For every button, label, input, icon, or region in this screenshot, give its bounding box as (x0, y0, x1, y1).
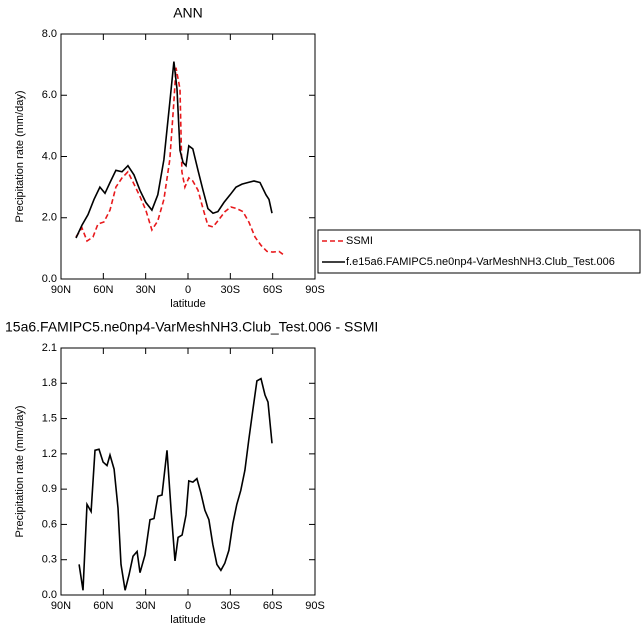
x-tick-label: 0 (185, 284, 191, 296)
y-tick-label: 1.2 (42, 448, 57, 460)
data-line (75, 67, 285, 256)
x-tick-label: 90S (305, 600, 325, 612)
x-tick-label: 60S (263, 284, 283, 296)
y-axis-label: Precipitation rate (mm/day) (14, 90, 26, 222)
x-tick-label: 30S (221, 600, 241, 612)
x-axis-label: latitude (170, 614, 205, 626)
y-tick-label: 0.3 (42, 554, 57, 566)
x-tick-label: 30S (221, 284, 241, 296)
y-tick-label: 1.8 (42, 377, 57, 389)
chart-title: 15a6.FAMIPC5.ne0np4-VarMeshNH3.Club_Test… (5, 319, 378, 335)
y-tick-label: 1.5 (42, 412, 57, 424)
legend-box (317, 229, 641, 274)
chart-title: ANN (173, 5, 203, 21)
y-tick-label: 0.6 (42, 518, 57, 530)
x-tick-label: 60S (263, 600, 283, 612)
legend-label: SSMI (346, 235, 373, 247)
x-tick-label: 90N (51, 600, 71, 612)
data-line (78, 377, 273, 591)
y-tick-label: 4.0 (42, 150, 57, 162)
x-tick-label: 30N (136, 600, 156, 612)
y-tick-label: 2.1 (42, 342, 57, 354)
x-axis-label: latitude (170, 298, 205, 310)
y-tick-label: 0.0 (42, 273, 57, 285)
plot-frame (60, 347, 316, 596)
y-axis-label: Precipitation rate (mm/day) (14, 405, 26, 537)
x-tick-label: 0 (185, 600, 191, 612)
y-tick-label: 2.0 (42, 212, 57, 224)
y-tick-label: 0.0 (42, 589, 57, 601)
x-tick-label: 30N (136, 284, 156, 296)
y-tick-label: 6.0 (42, 89, 57, 101)
y-tick-label: 0.9 (42, 483, 57, 495)
x-tick-label: 60N (93, 600, 113, 612)
y-tick-label: 8.0 (42, 28, 57, 40)
x-tick-label: 90N (51, 284, 71, 296)
x-tick-label: 60N (93, 284, 113, 296)
legend-label: f.e15a6.FAMIPC5.ne0np4-VarMeshNH3.Club_T… (346, 256, 615, 268)
data-line (75, 61, 273, 239)
x-tick-label: 90S (305, 284, 325, 296)
